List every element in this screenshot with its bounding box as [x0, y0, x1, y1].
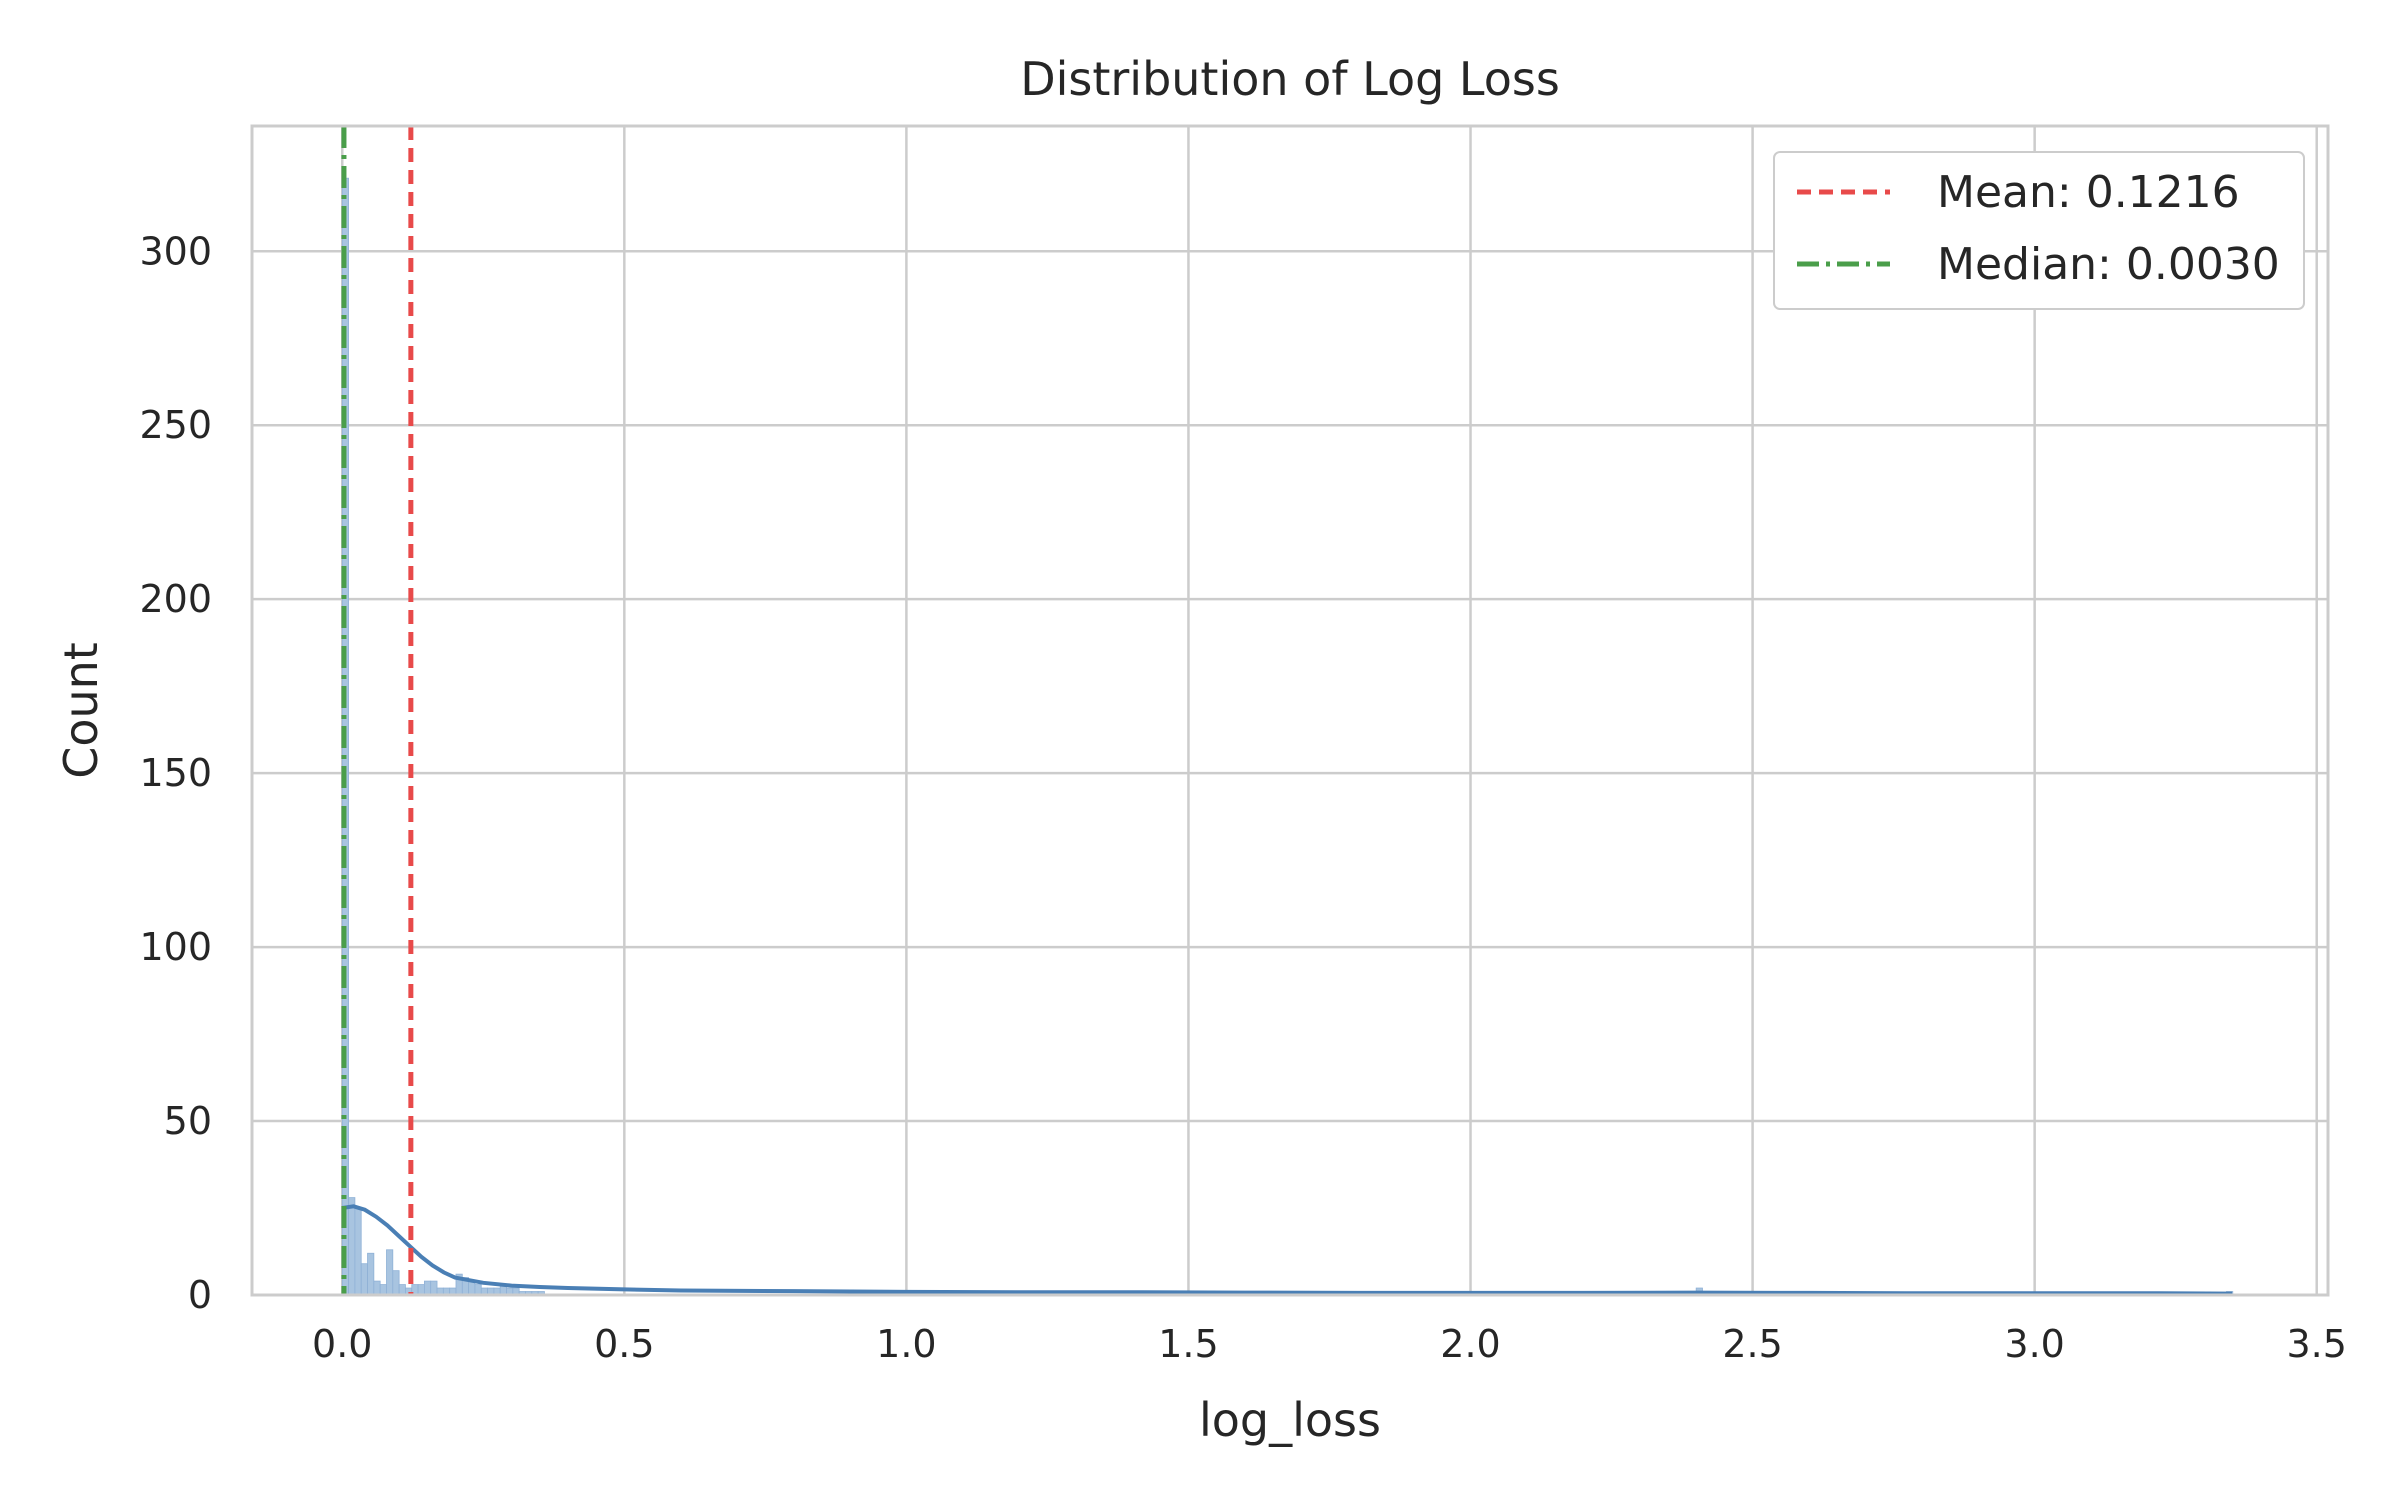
- y-tick-label: 250: [139, 403, 212, 447]
- reference-lines: [341, 126, 414, 1295]
- legend-box: [1773, 151, 2305, 310]
- plot-area: [252, 126, 2328, 1295]
- histogram-bar: [373, 1280, 381, 1296]
- x-tick-label: 2.5: [1722, 1322, 1782, 1366]
- x-tick-label: 2.0: [1440, 1322, 1500, 1366]
- legend-label-mean: Mean: 0.1216: [1937, 167, 2240, 218]
- y-tick-label: 0: [188, 1273, 212, 1317]
- histogram-bar: [367, 1252, 375, 1296]
- plot-frame: [250, 124, 2330, 1297]
- x-tick-label: 0.0: [312, 1322, 372, 1366]
- legend: Mean: 0.1216 Median: 0.0030: [1773, 151, 2305, 310]
- y-tick-label: 150: [139, 751, 212, 795]
- y-axis-label: Count: [54, 642, 108, 779]
- grid-lines: [252, 126, 2328, 1297]
- histogram-bar: [386, 1249, 394, 1296]
- histogram-bar: [468, 1280, 476, 1296]
- chart-title: Distribution of Log Loss: [1020, 52, 1560, 106]
- histogram-bar: [417, 1284, 425, 1296]
- kde-curve: [341, 1204, 2233, 1296]
- x-tick-label: 3.5: [2286, 1322, 2346, 1366]
- y-tick-label: 300: [139, 229, 212, 273]
- legend-label-median: Median: 0.0030: [1937, 239, 2280, 290]
- histogram-bar: [474, 1284, 482, 1296]
- y-tick-label: 200: [139, 577, 212, 621]
- x-tick-label: 3.0: [2004, 1322, 2064, 1366]
- histogram-bar: [360, 1263, 368, 1296]
- histogram-bar: [423, 1280, 432, 1296]
- x-tick-label: 1.0: [876, 1322, 936, 1366]
- histogram-bar: [354, 1207, 362, 1296]
- x-tick-label: 1.5: [1158, 1322, 1218, 1366]
- histogram-bar: [379, 1284, 387, 1296]
- x-axis-label: log_loss: [1199, 1393, 1381, 1447]
- y-tick-label: 50: [164, 1099, 212, 1143]
- histogram-bar: [430, 1280, 438, 1296]
- x-tick-labels: 0.0 0.5 1.0 1.5 2.0 2.5 3.0 3.5: [312, 1322, 2347, 1366]
- histogram-bar: [392, 1270, 400, 1296]
- histogram-bar: [348, 1197, 356, 1296]
- histogram-bar: [398, 1284, 406, 1296]
- y-tick-labels: 0 50 100 150 200 250 300: [139, 229, 212, 1317]
- y-tick-label: 100: [139, 925, 212, 969]
- x-tick-label: 0.5: [594, 1322, 654, 1366]
